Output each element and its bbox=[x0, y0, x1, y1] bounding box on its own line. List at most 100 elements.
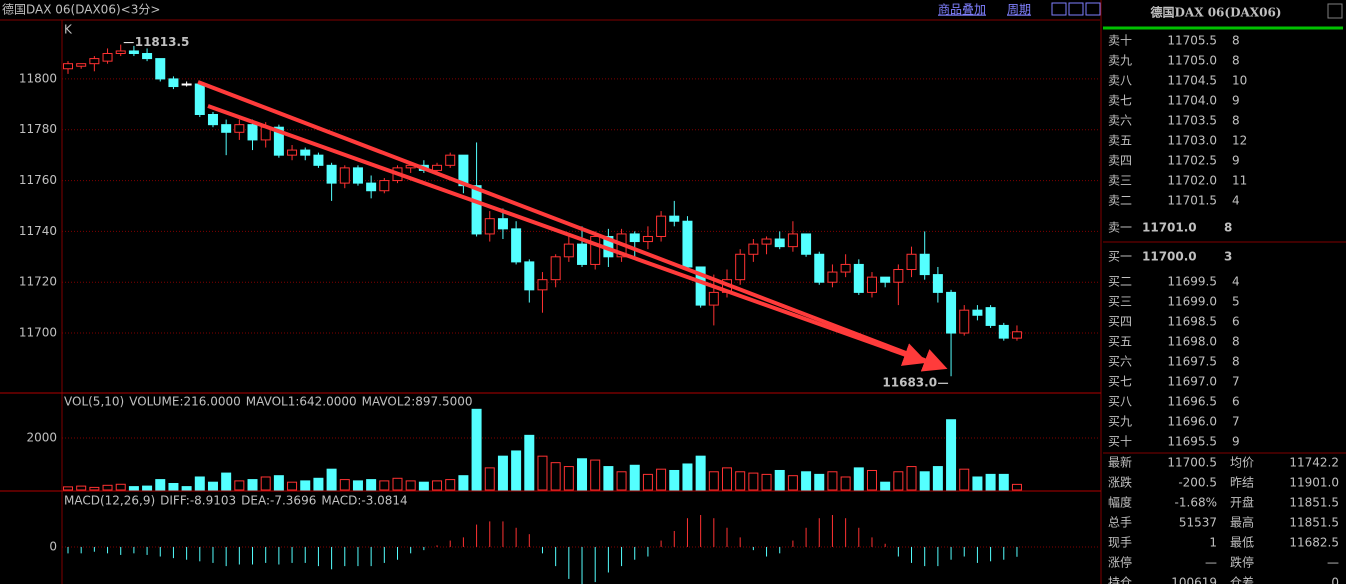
volume-bar bbox=[471, 408, 482, 491]
book-price: 11698.0 bbox=[1167, 335, 1217, 349]
nav-buttons[interactable] bbox=[1051, 2, 1101, 16]
book-size: 9 bbox=[1232, 154, 1240, 168]
volume-bar bbox=[880, 481, 891, 491]
candle-body bbox=[339, 167, 350, 184]
stat-value: 51537 bbox=[1179, 516, 1217, 530]
book-size: 8 bbox=[1232, 34, 1240, 48]
candle-body bbox=[155, 58, 166, 80]
stat-value: -200.5 bbox=[1178, 476, 1217, 490]
book-size: 9 bbox=[1232, 435, 1240, 449]
book-price: 11697.0 bbox=[1167, 375, 1217, 389]
candle-body bbox=[234, 124, 245, 133]
volume-bar bbox=[827, 471, 838, 491]
panel-legend: DIFF:-8.9103 bbox=[160, 494, 236, 508]
volume-bar bbox=[89, 486, 100, 491]
book-label: 卖八 bbox=[1108, 74, 1132, 88]
candle-body bbox=[669, 215, 680, 222]
candle-body bbox=[326, 164, 337, 184]
book-label: 卖五 bbox=[1108, 134, 1132, 148]
candle-body bbox=[168, 78, 179, 88]
candle-body bbox=[484, 218, 495, 235]
book-price: 11696.5 bbox=[1167, 395, 1217, 409]
volume-bar bbox=[774, 469, 785, 491]
book-label: 卖七 bbox=[1108, 94, 1132, 108]
candle-body bbox=[774, 238, 785, 248]
book-size: 5 bbox=[1232, 295, 1240, 309]
candle-body bbox=[273, 126, 284, 156]
volume-bar bbox=[155, 479, 166, 491]
volume-bar bbox=[603, 466, 614, 491]
y-tick-label: 11740 bbox=[19, 224, 57, 238]
close-button[interactable] bbox=[1327, 3, 1343, 19]
candle-body bbox=[642, 235, 653, 243]
candle-body bbox=[128, 50, 139, 55]
candle-body bbox=[471, 185, 482, 235]
book-size: 6 bbox=[1232, 395, 1240, 409]
volume-bar bbox=[998, 473, 1009, 491]
candle-body bbox=[906, 253, 917, 271]
volume-bar bbox=[366, 479, 377, 491]
book-size: 8 bbox=[1232, 335, 1240, 349]
volume-bar bbox=[313, 477, 324, 491]
volume-bar bbox=[181, 486, 192, 491]
panel-legend: MAVOL2:897.5000 bbox=[362, 395, 473, 409]
book-price: 11705.5 bbox=[1167, 34, 1217, 48]
candle-body bbox=[932, 274, 943, 293]
trend-arrow bbox=[207, 104, 928, 366]
y-tick-label: 11760 bbox=[19, 173, 57, 187]
candle-body bbox=[366, 182, 377, 192]
book-label: 买六 bbox=[1108, 355, 1132, 369]
candle-body bbox=[247, 124, 258, 141]
book-price: 11702.0 bbox=[1167, 174, 1217, 188]
volume-bar bbox=[801, 471, 812, 491]
candle-body bbox=[801, 233, 812, 255]
stat-label: 最新 bbox=[1108, 455, 1132, 470]
volume-bar bbox=[63, 486, 73, 491]
candle-body bbox=[432, 164, 443, 171]
panel-legend: MAVOL1:642.0000 bbox=[246, 395, 357, 409]
stat-label: 仓差 bbox=[1230, 576, 1254, 584]
volume-bar bbox=[484, 467, 495, 491]
stat-label: 开盘 bbox=[1230, 495, 1254, 510]
volume-bar bbox=[405, 480, 416, 491]
volume-bar bbox=[893, 471, 904, 491]
panel-legend: VOLUME:216.0000 bbox=[129, 395, 241, 409]
volume-bar bbox=[392, 477, 403, 491]
volume-bar bbox=[247, 479, 258, 491]
volume-bar bbox=[932, 466, 943, 491]
volume-bar bbox=[550, 462, 561, 491]
candle-body bbox=[814, 253, 825, 283]
book-size: 11 bbox=[1232, 174, 1247, 188]
book-size: 7 bbox=[1232, 375, 1240, 389]
overlay-link[interactable]: 商品叠加 bbox=[938, 2, 986, 17]
volume-bar bbox=[418, 481, 429, 491]
panel-legend: DEA:-7.3696 bbox=[241, 494, 316, 508]
book-label: 买一 bbox=[1108, 250, 1132, 264]
book-size: 7 bbox=[1232, 415, 1240, 429]
volume-bar bbox=[946, 419, 957, 491]
trend-arrow bbox=[197, 80, 948, 372]
volume-bar bbox=[590, 459, 601, 491]
book-price: 11699.5 bbox=[1167, 275, 1217, 289]
y-tick-label: 11700 bbox=[19, 326, 57, 340]
book-size: 6 bbox=[1232, 315, 1240, 329]
volume-bar bbox=[142, 485, 153, 491]
book-label: 买七 bbox=[1108, 375, 1132, 389]
panel-legend: VOL(5,10) bbox=[64, 395, 124, 409]
quote-title: 德国DAX 06(DAX06) bbox=[1151, 5, 1282, 20]
period-link[interactable]: 周期 bbox=[1007, 3, 1031, 17]
candle-body bbox=[313, 154, 324, 166]
candle-body bbox=[590, 235, 601, 265]
candle-body bbox=[497, 218, 508, 230]
volume-bar bbox=[445, 479, 456, 491]
y-tick-label: 11780 bbox=[19, 122, 57, 136]
book-label: 卖四 bbox=[1108, 154, 1132, 168]
book-price: 11695.5 bbox=[1167, 435, 1217, 449]
book-size: 10 bbox=[1232, 74, 1247, 88]
stat-value: 11700.5 bbox=[1167, 456, 1217, 470]
candle-body bbox=[194, 83, 205, 115]
stat-label: 涨跌 bbox=[1108, 475, 1132, 490]
candle-body bbox=[840, 263, 851, 273]
candle-body bbox=[63, 63, 73, 70]
